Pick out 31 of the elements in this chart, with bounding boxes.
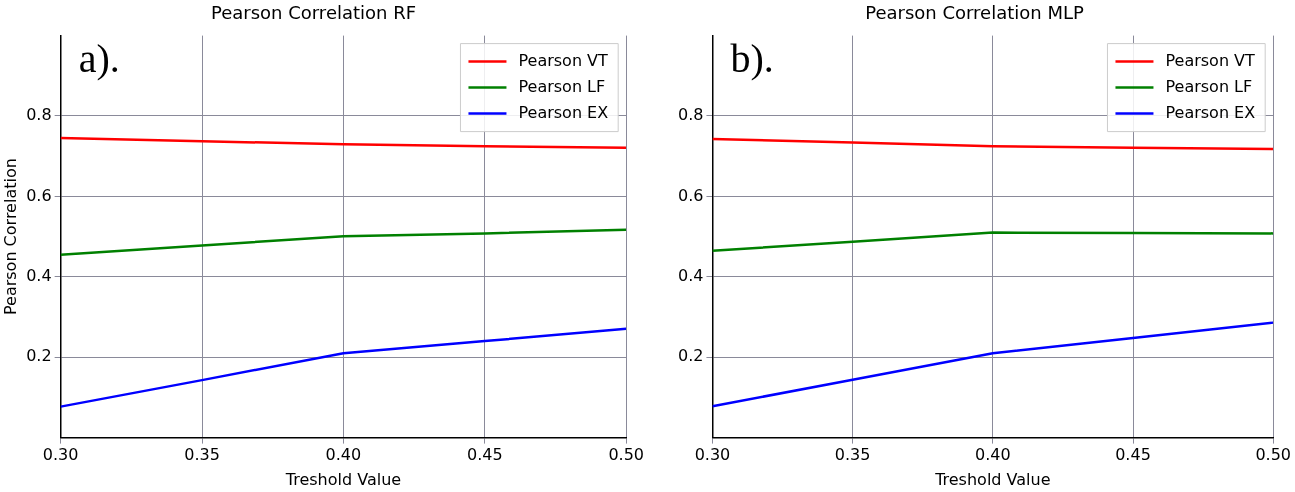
x-tick-label: 0.40 [975, 445, 1011, 465]
legend-label: Pearson LF [518, 76, 606, 96]
y-tick-label: 0.6 [677, 185, 704, 205]
annotation: a). [78, 36, 120, 82]
y-tick-label: 0.4 [26, 265, 52, 285]
legend-label: Pearson VT [1165, 50, 1256, 70]
y-tick-label: 0.2 [26, 346, 52, 366]
x-tick-label: 0.35 [184, 445, 220, 465]
x-tick-label: 0.50 [608, 445, 644, 465]
y-tick-label: 0.4 [677, 265, 704, 285]
legend-label: Pearson LF [1165, 76, 1253, 96]
legend-label: Pearson EX [1165, 102, 1256, 122]
x-tick-label: 0.30 [42, 445, 79, 465]
y-tick-label: 0.8 [26, 105, 52, 125]
y-tick-label: 0.6 [26, 185, 52, 205]
x-axis-title: Treshold Value [284, 469, 402, 489]
annotation: b). [730, 36, 774, 82]
legend-label: Pearson VT [518, 50, 609, 70]
chart-title: Pearson Correlation MLP [865, 2, 1084, 24]
legend-label: Pearson EX [518, 102, 609, 122]
x-tick-label: 0.50 [1255, 445, 1291, 465]
x-tick-label: 0.35 [834, 445, 871, 465]
y-tick-label: 0.2 [677, 346, 704, 366]
x-tick-label: 0.30 [694, 445, 731, 465]
y-tick-label: 0.8 [677, 105, 704, 125]
x-tick-label: 0.45 [1115, 445, 1151, 465]
x-tick-label: 0.40 [325, 445, 362, 465]
x-tick-label: 0.45 [466, 445, 503, 465]
chart-title: Pearson Correlation RF [210, 2, 417, 24]
x-axis-title: Treshold Value [934, 469, 1051, 489]
y-axis-title: Pearson Correlation [0, 158, 20, 316]
